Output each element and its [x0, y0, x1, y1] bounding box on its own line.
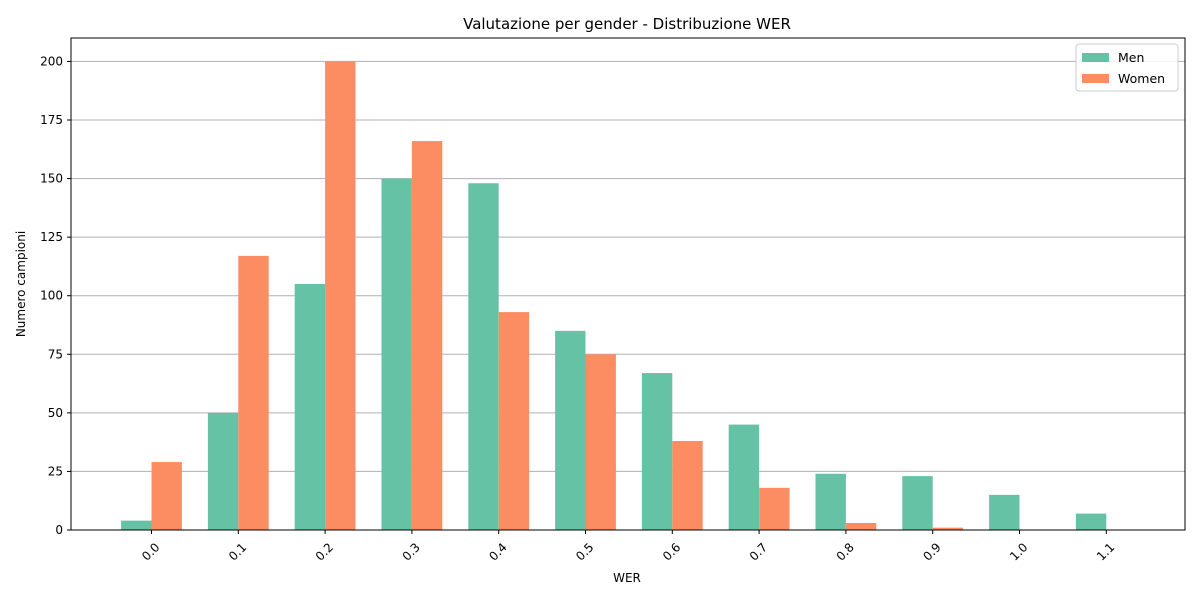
legend-label-women: Women: [1118, 71, 1165, 86]
bar-women: [932, 527, 964, 530]
legend-swatch-women: [1082, 74, 1109, 83]
y-tick-label: 175: [40, 113, 63, 127]
bar-women: [325, 61, 356, 531]
bar-women: [585, 354, 616, 530]
x-tick-label: 0.5: [573, 540, 596, 563]
x-tick-label: 0.6: [660, 540, 683, 563]
x-tick-label: 0.9: [920, 540, 943, 563]
x-tick-label: 1.1: [1094, 540, 1117, 563]
bar-men: [902, 476, 933, 530]
y-tick-label: 100: [40, 289, 63, 303]
x-tick-label: 0.0: [139, 540, 162, 563]
bar-men: [555, 330, 586, 530]
bar-men: [294, 284, 326, 530]
bar-men: [468, 183, 499, 530]
chart-title: Valutazione per gender - Distribuzione W…: [463, 15, 791, 33]
x-tick-label: 0.8: [834, 540, 857, 563]
bar-men: [815, 473, 846, 530]
bar-men: [989, 494, 1020, 530]
legend-swatch-men: [1082, 53, 1109, 62]
y-axis-ticks: 0 25 50 75 100 125 150 175 200: [40, 54, 71, 537]
bar-men: [207, 412, 239, 530]
y-tick-label: 125: [40, 230, 63, 244]
bar-men: [381, 178, 412, 531]
bar-women: [238, 255, 269, 530]
x-axis-label: WER: [613, 571, 641, 585]
legend-label-men: Men: [1118, 50, 1144, 65]
bar-women: [672, 440, 703, 530]
bar-men: [121, 520, 152, 530]
x-axis-ticks: 0.0 0.1 0.2 0.3 0.4 0.5 0.6 0.7 0.8 0.9 1.0 1.1: [139, 530, 1117, 564]
bar-men: [728, 424, 760, 530]
x-tick-label: 1.0: [1007, 540, 1030, 563]
bar-women: [498, 312, 530, 530]
bar-women: [759, 487, 790, 530]
y-tick-label: 0: [55, 523, 63, 537]
y-tick-label: 150: [40, 172, 63, 186]
y-tick-label: 200: [40, 54, 63, 68]
x-tick-label: 0.4: [486, 540, 509, 563]
y-axis-label: Numero campioni: [14, 231, 28, 337]
bar-women: [151, 462, 182, 530]
x-tick-label: 0.2: [313, 540, 336, 563]
x-tick-label: 0.7: [747, 540, 770, 563]
bars: [121, 61, 1107, 531]
y-tick-label: 25: [48, 464, 63, 478]
x-tick-label: 0.3: [400, 540, 423, 563]
legend: Men Women: [1075, 43, 1179, 92]
bar-men: [1075, 513, 1107, 530]
plot-frame: [70, 37, 1186, 531]
y-tick-label: 50: [48, 406, 63, 420]
bar-men: [641, 373, 673, 530]
x-tick-label: 0.1: [226, 540, 249, 563]
y-tick-label: 75: [48, 347, 63, 361]
bar-women: [411, 141, 443, 531]
bar-women: [845, 522, 877, 530]
